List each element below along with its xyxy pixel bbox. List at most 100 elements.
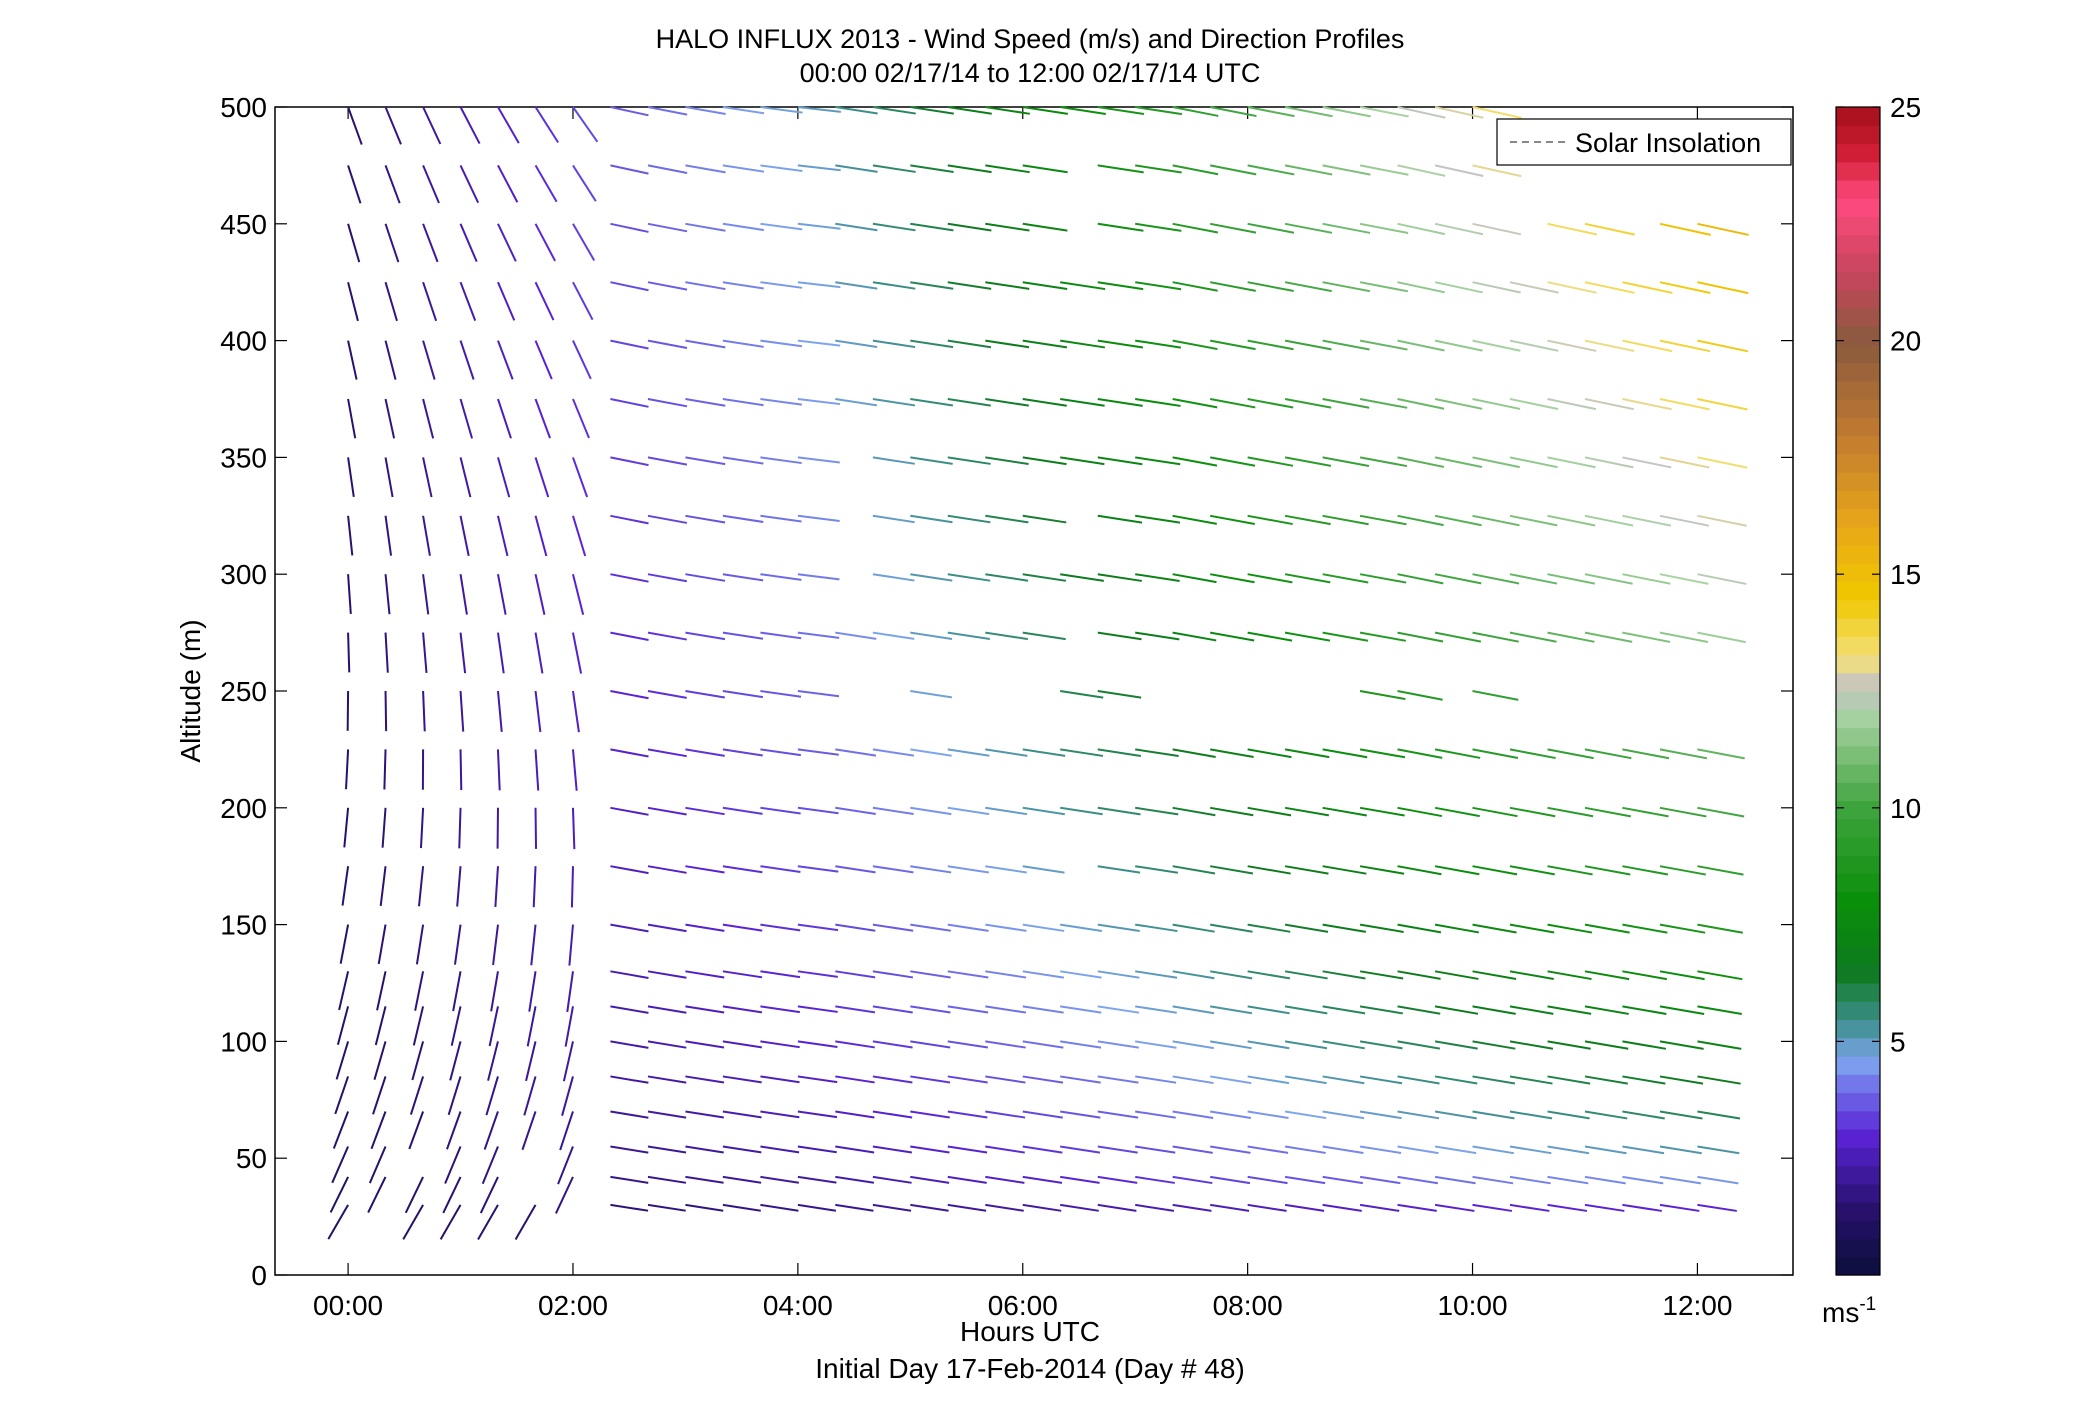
legend: Solar Insolation — [1496, 118, 1792, 166]
wind-arrow — [572, 223, 596, 261]
wind-arrow — [1135, 106, 1183, 116]
wind-arrow — [1509, 631, 1557, 643]
wind-arrow — [422, 690, 426, 732]
wind-arrow — [1697, 865, 1744, 876]
colorbar-band — [1836, 654, 1880, 674]
wind-arrow — [459, 281, 477, 321]
wind-arrow — [329, 1176, 349, 1213]
wind-arrow — [797, 398, 841, 406]
wind-arrow — [347, 106, 363, 145]
colorbar-band — [1836, 983, 1880, 1002]
wind-arrow — [1247, 923, 1291, 933]
wind-arrow — [610, 1110, 649, 1119]
wind-arrow — [1547, 923, 1593, 934]
wind-arrow — [1472, 1005, 1516, 1015]
colorbar-band — [1836, 837, 1880, 856]
wind-arrow — [722, 281, 764, 290]
wind-arrow — [1322, 514, 1369, 526]
wind-arrow — [1359, 970, 1404, 980]
wind-arrow — [722, 106, 765, 115]
wind-arrow — [685, 1110, 724, 1119]
wind-arrow — [722, 1075, 762, 1084]
colorbar-band — [1836, 563, 1880, 583]
wind-arrow — [1322, 106, 1371, 118]
wind-arrow — [534, 281, 555, 321]
wind-arrow — [449, 1041, 462, 1081]
wind-arrow — [1472, 339, 1521, 352]
wind-arrow — [985, 970, 1027, 979]
wind-arrow — [1284, 281, 1332, 293]
wind-arrow — [1097, 398, 1143, 407]
wind-arrow — [1659, 806, 1707, 818]
wind-arrow — [760, 1075, 800, 1084]
wind-arrow — [1547, 1145, 1590, 1155]
wind-arrow — [1210, 514, 1255, 525]
wind-arrow — [610, 970, 649, 979]
colorbar-band — [1836, 326, 1880, 345]
wind-arrow — [1097, 222, 1144, 232]
wind-arrow — [1397, 456, 1445, 468]
wind-arrow — [760, 222, 803, 231]
wind-arrow — [381, 807, 387, 848]
wind-arrow — [422, 281, 438, 322]
wind-arrow — [760, 631, 802, 640]
colorbar-band — [1836, 1001, 1880, 1021]
wind-arrow — [1247, 970, 1291, 980]
wind-arrow — [1359, 1110, 1402, 1120]
wind-arrow — [1322, 339, 1370, 351]
chart-subtitle: 00:00 02/17/14 to 12:00 02/17/14 UTC — [800, 58, 1261, 88]
wind-arrow — [797, 970, 838, 978]
wind-arrow — [1622, 806, 1669, 818]
colorbar-band — [1836, 344, 1880, 364]
wind-arrow — [1434, 923, 1479, 934]
wind-arrow — [525, 1041, 537, 1082]
wind-arrow — [1434, 1040, 1478, 1050]
colorbar-band — [1836, 271, 1880, 291]
wind-arrow — [647, 1110, 687, 1119]
wind-arrow — [1434, 514, 1482, 527]
wind-arrow — [459, 749, 463, 791]
wind-arrow — [985, 631, 1029, 641]
wind-arrow — [910, 1175, 950, 1184]
wind-arrow — [1659, 222, 1711, 236]
wind-arrow — [1359, 1145, 1402, 1154]
wind-arrow — [647, 514, 688, 524]
wind-arrow — [685, 573, 726, 582]
wind-arrow — [1135, 222, 1182, 232]
wind-arrow — [1210, 164, 1257, 176]
wind-arrow — [1622, 631, 1671, 643]
x-tick-label: 00:00 — [313, 1290, 383, 1321]
wind-arrow — [496, 749, 501, 791]
wind-arrow — [1584, 970, 1630, 981]
colorbar-band — [1836, 1256, 1880, 1276]
wind-arrow — [1509, 1145, 1552, 1155]
wind-arrow — [1359, 1040, 1403, 1050]
wind-arrow — [1172, 631, 1217, 642]
wind-arrow — [947, 1005, 989, 1014]
wind-arrow — [1097, 748, 1141, 757]
wind-arrow — [572, 398, 590, 439]
wind-arrow — [1022, 865, 1065, 874]
wind-arrow — [947, 222, 992, 232]
wind-arrow — [347, 165, 362, 204]
wind-arrow — [1697, 1075, 1741, 1085]
wind-arrow — [985, 806, 1028, 816]
wind-arrow — [797, 923, 839, 932]
y-axis-label: Altitude (m) — [175, 619, 206, 762]
wind-arrow — [1659, 631, 1709, 644]
wind-arrow — [1172, 164, 1219, 176]
wind-arrow — [534, 457, 550, 498]
wind-arrow — [1397, 1145, 1439, 1155]
wind-arrow — [722, 339, 764, 348]
wind-arrow — [722, 806, 763, 815]
wind-arrow — [1509, 398, 1559, 410]
wind-arrow — [1097, 1040, 1139, 1049]
wind-arrow — [1022, 456, 1067, 466]
wind-arrow — [1434, 222, 1484, 236]
wind-arrow — [526, 1006, 537, 1047]
wind-arrow — [1210, 1005, 1253, 1015]
wind-arrow — [1359, 573, 1407, 584]
wind-arrow — [450, 1006, 462, 1046]
wind-arrow — [910, 573, 953, 582]
wind-arrow — [1284, 456, 1332, 467]
